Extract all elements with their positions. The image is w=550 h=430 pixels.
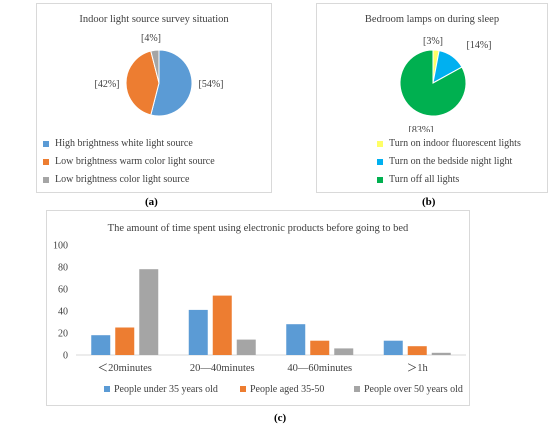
bar [334, 348, 354, 355]
bar [139, 269, 159, 355]
pie-chart-b: [3%] [14%] [83%] [399, 36, 492, 132]
legend-entry: Turn on indoor fluorescent lights [377, 138, 521, 149]
pie-chart-a: [54%] [42%] [4%] [95, 33, 224, 117]
legend-swatch [377, 158, 383, 165]
pie-slice [150, 49, 160, 84]
legend-label: People over 50 years old [364, 384, 463, 395]
legend-label: Turn on the bedside night light [389, 156, 513, 167]
chart-panel-a: Indoor light source survey situation [54… [36, 3, 272, 193]
legend-label: Low brightness color light source [55, 174, 190, 185]
legend-label: People under 35 years old [114, 384, 218, 395]
legend-label: People aged 35-50 [250, 384, 324, 395]
caption-c: (c) [274, 412, 287, 424]
caption-b: (b) [422, 196, 436, 208]
y-tick-label: 40 [58, 307, 68, 318]
bar [431, 352, 451, 355]
legend-swatch [377, 140, 383, 147]
pie-slice [150, 49, 193, 117]
legend-swatch [240, 386, 246, 392]
bar-chart-c: 0 20 40 60 80 100 ＜20minutes 20—40minutes 40—60m… [53, 241, 466, 395]
bar [407, 346, 427, 355]
legend-label: Turn on indoor fluorescent lights [389, 138, 521, 149]
legend-swatch [377, 176, 383, 183]
bar [212, 295, 232, 355]
bar [310, 340, 330, 355]
legend-swatch [104, 386, 110, 392]
bar [383, 340, 403, 355]
legend-entry: Low brightness warm color light source [43, 156, 215, 167]
caption-a: (a) [145, 196, 158, 208]
y-tick-label: 0 [63, 351, 68, 362]
x-tick-label: ＜20minutes [98, 363, 152, 374]
legend-label: High brightness white light source [55, 138, 193, 149]
pie-slice [125, 50, 160, 116]
legend-entry: High brightness white light source [43, 138, 193, 149]
data-label: [83%] [409, 125, 434, 132]
pie-slice [399, 49, 467, 117]
data-label: [14%] [467, 40, 492, 51]
bar [236, 339, 256, 355]
legend-swatch [43, 140, 49, 147]
bar [115, 327, 135, 355]
legend-entry: Low brightness color light source [43, 174, 189, 185]
chart-title: Bedroom lamps on during sleep [364, 14, 500, 25]
data-label: [42%] [95, 79, 120, 90]
legend-entry: Turn on the bedside night light [377, 156, 512, 167]
legend-entry: Turn off all lights [377, 174, 459, 185]
y-tick-label: 100 [53, 241, 68, 252]
bar [188, 309, 208, 355]
data-label: [54%] [199, 79, 224, 90]
y-tick-label: 80 [58, 263, 68, 274]
legend-label: Low brightness warm color light source [55, 156, 215, 167]
legend-swatch [354, 386, 360, 392]
bar [286, 324, 306, 355]
chart-title: Indoor light source survey situation [79, 14, 229, 25]
x-tick-label: ＞1h [407, 363, 429, 374]
bar [91, 335, 111, 355]
data-label: [4%] [141, 33, 161, 44]
legend-swatch [43, 176, 49, 183]
x-tick-label: 40—60minutes [287, 363, 352, 374]
chart-panel-c: The amount of time spent using electroni… [46, 210, 470, 406]
legend-label: Turn off all lights [389, 174, 460, 185]
y-tick-label: 20 [58, 329, 68, 340]
legend-swatch [43, 158, 49, 165]
chart-panel-b: Bedroom lamps on during sleep [3%] [14%][… [316, 3, 548, 193]
chart-title: The amount of time spent using electroni… [107, 223, 409, 234]
x-tick-label: 20—40minutes [190, 363, 255, 374]
y-tick-label: 60 [58, 285, 68, 296]
data-label: [3%] [423, 36, 443, 47]
